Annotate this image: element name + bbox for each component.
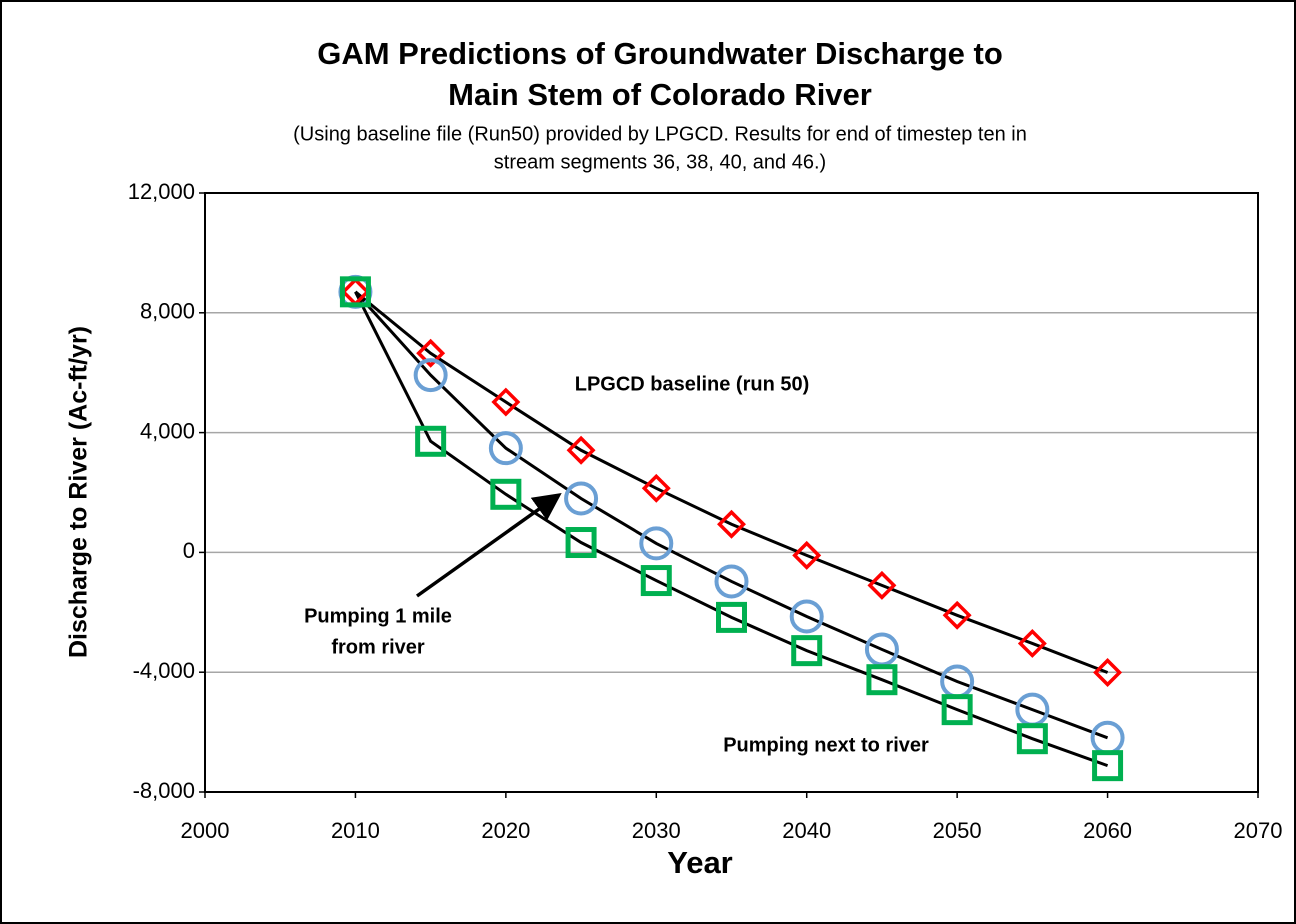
marker-circle: [714, 564, 749, 599]
marker-square: [791, 635, 823, 667]
y-tick-label: -8,000: [133, 778, 195, 803]
marker-square: [941, 694, 973, 726]
chart-subtitle: (Using baseline file (Run50) provided by…: [293, 123, 1027, 145]
annotation-arrow: [415, 492, 562, 598]
marker-square: [1016, 723, 1048, 755]
marker-diamond: [566, 435, 596, 465]
y-tick-label: 12,000: [128, 179, 195, 204]
annotation: LPGCD baseline (run 50): [575, 373, 810, 395]
marker-square: [866, 664, 898, 696]
annotation: Pumping 1 mile: [304, 605, 452, 627]
marker-circle: [639, 526, 674, 561]
marker-diamond: [867, 570, 897, 600]
marker-diamond: [717, 509, 746, 539]
annotation: from river: [331, 636, 425, 658]
y-axis-label: Discharge to River (Ac-ft/yr): [65, 326, 93, 658]
x-tick-label: 2050: [933, 818, 982, 843]
annotation: Pumping next to river: [723, 734, 929, 756]
marker-square: [339, 276, 371, 308]
marker-diamond: [792, 540, 822, 570]
y-tick-label: 8,000: [140, 299, 195, 324]
x-tick-label: 2030: [632, 818, 681, 843]
marker-diamond: [942, 600, 972, 630]
marker-square: [1092, 750, 1124, 782]
marker-square: [415, 425, 447, 457]
x-tick-label: 2060: [1083, 818, 1132, 843]
series-line: [354, 291, 1109, 768]
y-tick-label: -4,000: [133, 658, 195, 683]
marker-circle: [488, 431, 523, 466]
marker-square: [565, 527, 597, 559]
marker-diamond: [1093, 658, 1123, 687]
chart-title: Main Stem of Colorado River: [448, 77, 872, 112]
marker-square: [640, 565, 672, 597]
marker-circle: [413, 358, 448, 393]
series-line: [354, 290, 1109, 740]
marker-circle: [789, 599, 824, 634]
x-tick-label: 2020: [481, 818, 530, 843]
chart-title: GAM Predictions of Groundwater Discharge…: [317, 36, 1003, 71]
x-tick-label: 2070: [1234, 818, 1283, 843]
chart-subtitle: stream segments 36, 38, 40, and 46.): [494, 151, 826, 173]
x-tick-label: 2040: [782, 818, 831, 843]
x-tick-label: 2010: [331, 818, 380, 843]
x-axis-label: Year: [667, 845, 733, 880]
marker-diamond: [416, 338, 446, 368]
marker-diamond: [1017, 628, 1047, 658]
marker-circle: [564, 481, 599, 516]
marker-square: [716, 601, 747, 633]
marker-square: [490, 478, 522, 510]
y-tick-label: 4,000: [140, 418, 195, 443]
plot-border: [204, 192, 1259, 793]
marker-diamond: [491, 387, 521, 417]
series-line: [354, 290, 1109, 674]
marker-diamond: [641, 473, 671, 503]
y-tick-label: 0: [183, 538, 195, 563]
x-tick-label: 2000: [181, 818, 230, 843]
